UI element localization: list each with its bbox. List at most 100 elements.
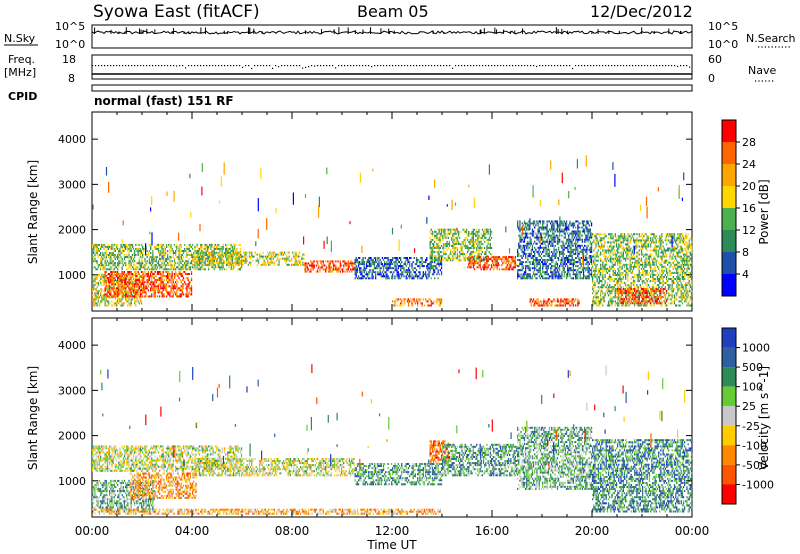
heat-cell xyxy=(127,271,129,273)
heat-cell xyxy=(393,261,395,264)
heat-cell xyxy=(463,245,465,247)
heat-cell xyxy=(153,264,155,267)
heat-cell xyxy=(565,277,568,280)
heat-cell xyxy=(559,255,561,257)
heat-cell xyxy=(557,224,560,227)
heat-cell xyxy=(97,282,99,285)
freq-point xyxy=(221,65,223,67)
heat-cell xyxy=(123,254,126,256)
heat-cell xyxy=(542,220,544,223)
heat-cell xyxy=(148,260,151,263)
heat-cell xyxy=(473,243,476,245)
heat-cell xyxy=(140,292,143,295)
heat-cell xyxy=(117,282,119,285)
heat-cell xyxy=(117,275,119,278)
heat-cell xyxy=(456,240,459,243)
heat-cell xyxy=(143,281,145,284)
heat-cell xyxy=(169,295,171,298)
heat-cell xyxy=(443,232,445,235)
freq-point xyxy=(290,65,292,67)
heat-cell xyxy=(273,251,276,254)
heat-cell xyxy=(157,264,160,267)
heat-cell xyxy=(440,234,443,237)
heat-cell xyxy=(567,250,569,253)
heat-cell xyxy=(581,230,584,233)
heat-cell xyxy=(440,232,443,235)
heat-cell xyxy=(175,268,177,271)
heat-cell xyxy=(531,275,534,278)
heat-cell xyxy=(170,245,172,248)
heat-cell xyxy=(540,236,543,239)
heat-cell xyxy=(465,236,468,239)
heat-cell xyxy=(121,260,123,263)
heat-cell xyxy=(589,236,591,239)
heat-cell xyxy=(342,268,344,271)
heat-cell xyxy=(525,265,527,268)
heat-cell xyxy=(167,273,169,275)
heat-cell xyxy=(578,244,580,247)
heat-cell xyxy=(480,253,482,256)
heat-cell xyxy=(576,275,578,278)
heat-cell xyxy=(586,275,588,278)
heat-cell xyxy=(192,263,194,266)
heat-cell xyxy=(496,256,498,259)
heat-cell xyxy=(359,271,361,274)
heat-cell xyxy=(121,291,123,294)
heat-cell xyxy=(96,245,98,248)
heat-cell xyxy=(123,294,126,297)
heat-cell xyxy=(131,266,134,269)
heat-cell xyxy=(352,266,354,269)
heat-cell xyxy=(151,260,153,263)
heat-cell xyxy=(488,264,490,267)
heat-cell xyxy=(212,257,214,260)
heat-cell xyxy=(437,263,439,266)
heat-cell xyxy=(154,287,156,290)
heat-cell xyxy=(371,277,373,280)
heat-cell xyxy=(257,261,260,264)
freq-unit: [MHz] xyxy=(4,66,36,79)
freq-point xyxy=(551,65,553,67)
heat-cell xyxy=(111,300,113,303)
heat-cell xyxy=(525,267,527,270)
heat-cell xyxy=(585,236,587,239)
heat-cell xyxy=(563,246,565,249)
heat-cell xyxy=(597,267,599,270)
heat-cell xyxy=(105,256,107,259)
heat-cell xyxy=(164,254,166,256)
heat-cell xyxy=(593,280,595,283)
heat-cell xyxy=(596,273,598,276)
heat-cell xyxy=(522,255,524,257)
freq-point xyxy=(590,65,592,67)
heat-cell xyxy=(379,269,381,272)
heat-cell xyxy=(105,300,107,303)
heat-cell xyxy=(569,244,571,247)
heat-cell xyxy=(154,264,156,267)
heat-cell xyxy=(563,236,565,239)
heat-cell xyxy=(162,264,164,267)
heat-cell xyxy=(407,275,410,278)
heat-cell xyxy=(590,261,593,264)
heat-cell xyxy=(148,295,151,298)
heat-cell xyxy=(100,264,102,267)
heat-cell xyxy=(232,266,235,269)
heat-cell xyxy=(468,230,470,233)
heat-cell xyxy=(162,258,164,261)
heat-cell xyxy=(489,243,491,245)
heat-cell xyxy=(215,247,218,250)
heat-cell xyxy=(210,257,212,260)
heat-cell xyxy=(121,247,123,250)
heat-cell xyxy=(560,220,562,223)
heat-cell xyxy=(160,271,162,273)
heat-cell xyxy=(580,263,582,266)
heat-cell xyxy=(547,242,549,245)
heat-cell xyxy=(113,268,115,271)
heat-cell xyxy=(121,245,123,248)
heat-cell xyxy=(180,275,182,278)
heat-cell xyxy=(519,228,521,231)
heat-cell xyxy=(421,265,423,268)
heat-cell xyxy=(98,243,101,246)
heat-cell xyxy=(371,261,373,264)
heat-cell xyxy=(543,220,545,223)
freq-point xyxy=(182,65,184,67)
heat-cell xyxy=(531,246,534,249)
